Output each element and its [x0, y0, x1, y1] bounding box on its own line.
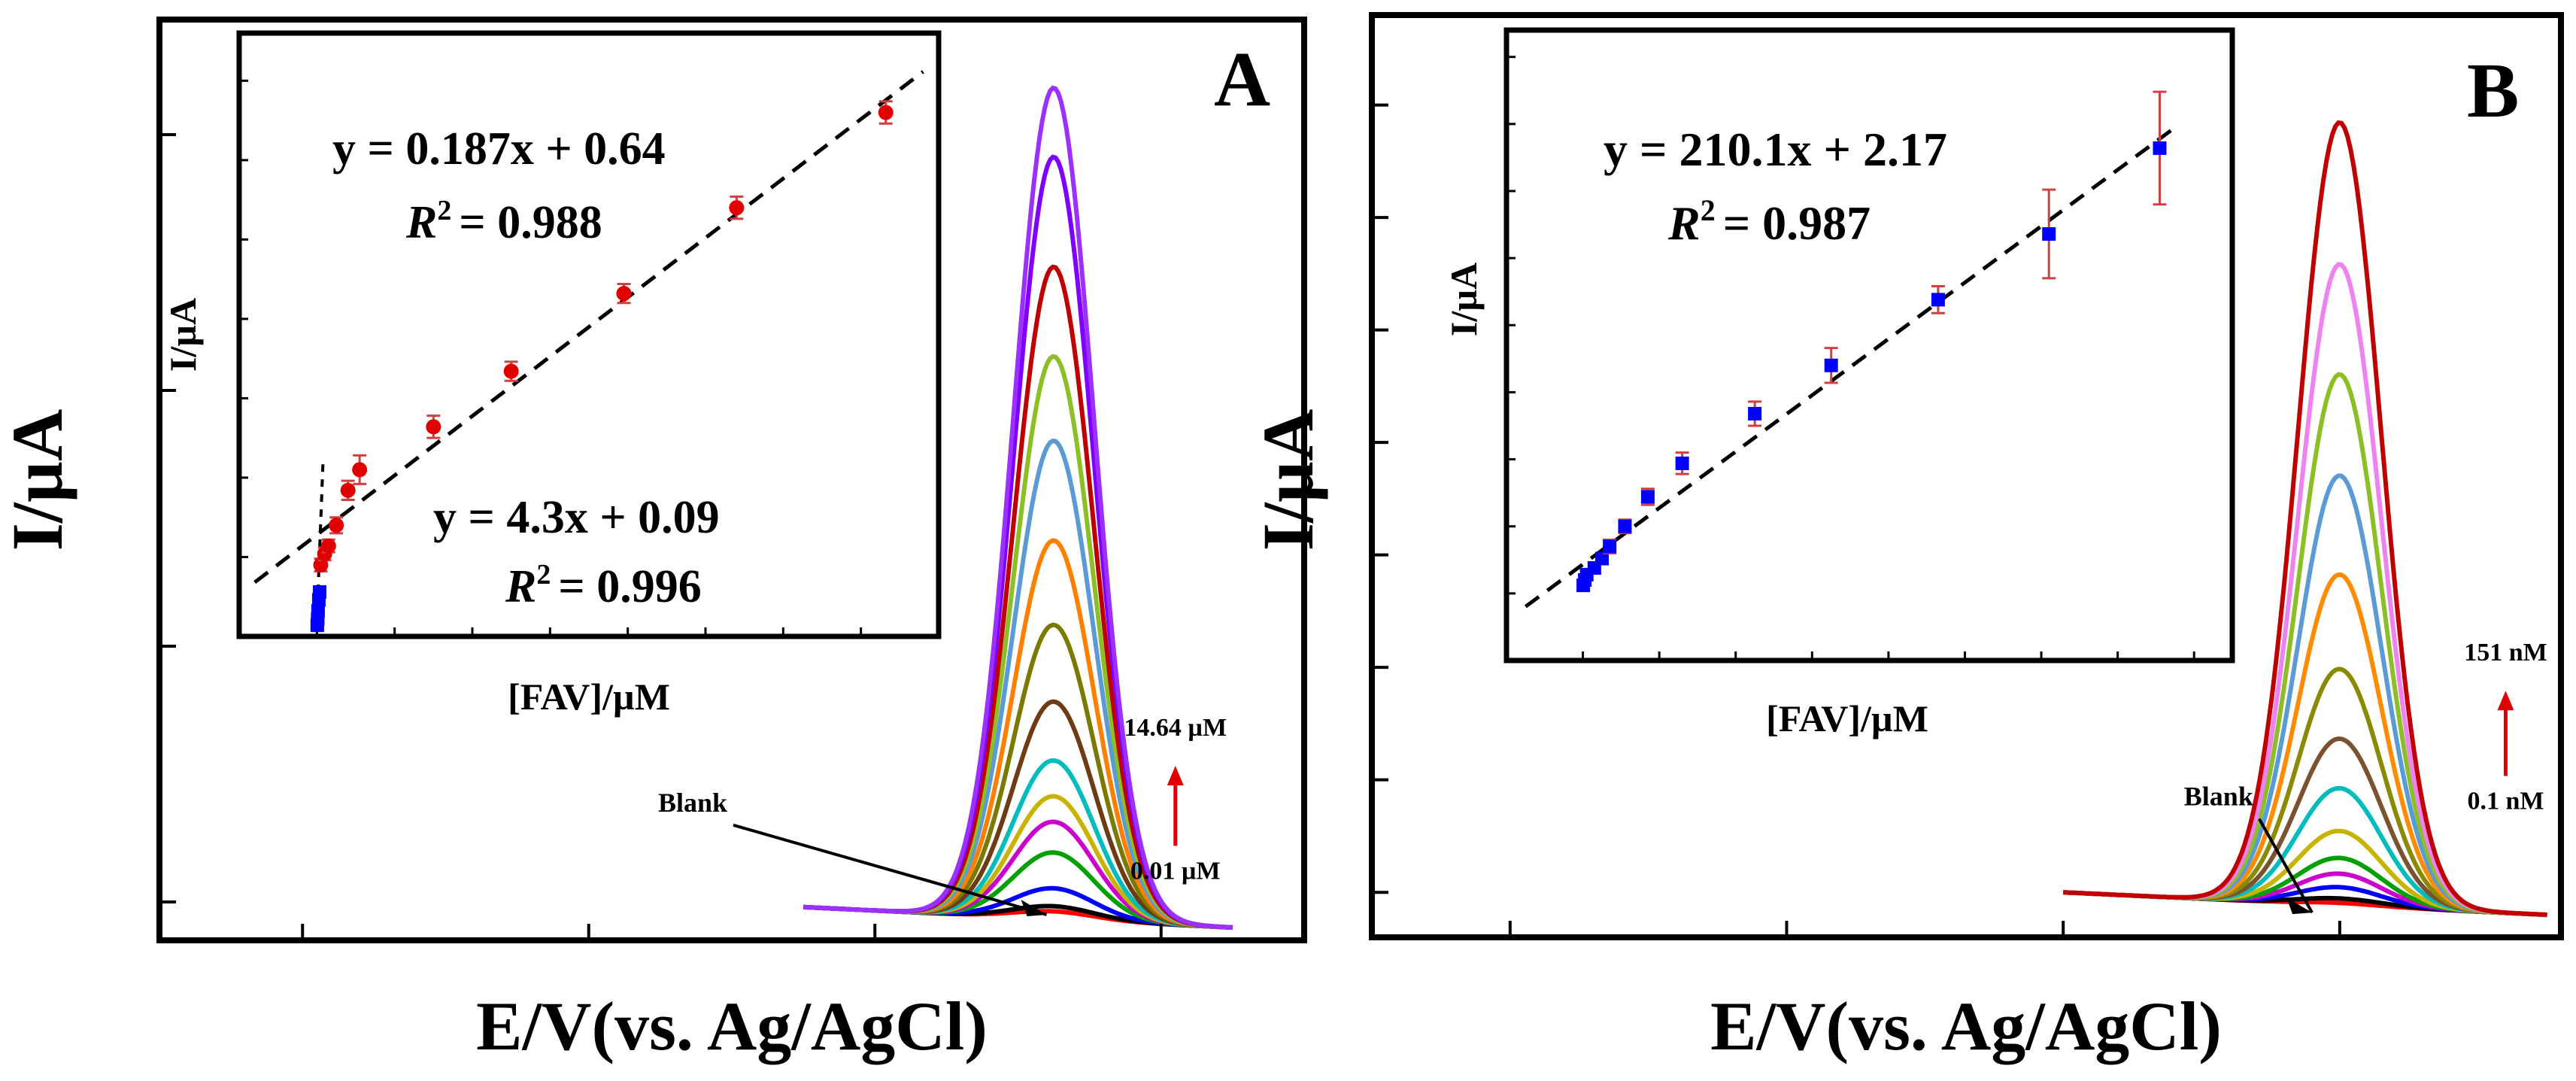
panel-a-curves — [803, 85, 1233, 930]
panel-a-ylabel: I/µA — [0, 409, 77, 551]
panel-a-label: A — [1214, 36, 1270, 123]
panel-a-xlabel: E/V(vs. Ag/AgCl) — [476, 988, 988, 1064]
panel-a-fit2-r2: R2 = 0.996 — [505, 559, 702, 612]
fit-line-low-range — [315, 461, 325, 623]
panel-a-axes — [159, 133, 1163, 940]
data-point — [1640, 490, 1655, 504]
data-point — [616, 286, 632, 302]
panel-b-axes — [1372, 103, 2341, 937]
panel-a-inset-axes — [238, 79, 940, 638]
panel-b-inset-ylabel: I/µA — [1443, 263, 1485, 336]
data-point — [340, 482, 356, 498]
r2-superscript: 2 — [437, 195, 451, 226]
panel-a-inset-plot — [253, 70, 924, 633]
blank-arrowhead — [1021, 900, 1047, 916]
panel-a-blank-label: Blank — [658, 788, 727, 818]
panel-a-fit1-equation: y = 0.187x + 0.64 — [332, 123, 666, 175]
panel-a-inset-xlabel: [FAV]/µM — [508, 676, 670, 718]
panel-b-blank-label: Blank — [2184, 782, 2253, 812]
panel-b-inset-frame — [1503, 27, 2235, 663]
data-point — [312, 585, 326, 599]
r2-symbol: R — [505, 561, 536, 612]
r2-symbol: R — [1667, 196, 1701, 250]
data-point — [1931, 293, 1945, 307]
r2-value: = 0.987 — [1723, 196, 1871, 250]
panel-a-fit2-equation: y = 4.3x + 0.09 — [433, 492, 720, 543]
panel-a-fit1-r2: R2 = 0.988 — [405, 195, 602, 248]
data-point — [426, 419, 441, 435]
panel-b: B E/V(vs. Ag/AgCl) I/µA Blank 151 nM 0.1… — [1248, 12, 2564, 1064]
panel-b-fit-r2: R2 = 0.987 — [1667, 193, 1871, 250]
panel-a-bottom-concentration: 0.01 µM — [1130, 857, 1221, 885]
panel-b-frame — [1369, 12, 2564, 940]
data-point — [503, 363, 519, 379]
blank-arrowhead — [2286, 897, 2313, 915]
data-point — [1603, 539, 1617, 554]
panel-b-label: B — [2467, 47, 2519, 134]
panel-b-inset-plot — [1524, 90, 2177, 609]
r2-superscript: 2 — [536, 559, 551, 591]
panel-b-bottom-concentration: 0.1 nM — [2467, 788, 2544, 815]
panel-a-inset-frame — [236, 30, 942, 639]
data-point — [352, 462, 368, 478]
data-point — [1618, 519, 1632, 533]
data-point — [320, 538, 336, 554]
panel-a: A E/V(vs. Ag/AgCl) I/µA Blank 14.64 µM 0… — [0, 17, 1307, 1064]
blank-arrow-line — [733, 823, 1048, 916]
data-point — [878, 105, 894, 120]
r2-value: = 0.996 — [558, 561, 701, 612]
data-point — [2153, 141, 2167, 155]
panel-b-inset-xlabel: [FAV]/µM — [1766, 697, 1928, 739]
dpv-curve — [803, 85, 1233, 930]
panel-b-fit-equation: y = 210.1x + 2.17 — [1604, 123, 1947, 176]
data-point — [329, 518, 344, 533]
concentration-arrowhead — [1167, 766, 1184, 785]
data-point — [1824, 358, 1838, 372]
data-point — [1748, 406, 1762, 421]
panel-a-annotations: Blank 14.64 µM 0.01 µM — [658, 714, 1227, 916]
r2-value: = 0.988 — [459, 197, 602, 248]
data-point — [729, 200, 745, 216]
concentration-arrowhead — [2497, 691, 2514, 711]
panel-b-top-concentration: 151 nM — [2464, 639, 2547, 667]
panel-a-frame — [156, 17, 1307, 943]
data-point — [2042, 227, 2056, 241]
data-point — [1675, 456, 1689, 470]
blank-arrow-line — [2258, 818, 2314, 914]
panel-b-annotations: Blank 151 nM 0.1 nM — [2184, 639, 2547, 915]
panel-b-xlabel: E/V(vs. Ag/AgCl) — [1710, 988, 2222, 1064]
panel-b-inset: [FAV]/µM I/µA y = 210.1x + 2.17 R2 = 0.98… — [1443, 27, 2235, 739]
panel-a-inset-ylabel: I/µA — [162, 298, 204, 372]
dpv-curve — [2063, 120, 2547, 918]
r2-superscript: 2 — [1701, 193, 1716, 227]
fit-line — [253, 70, 924, 585]
panel-a-top-concentration: 14.64 µM — [1124, 714, 1227, 742]
data-point — [311, 604, 325, 618]
panel-b-ylabel: I/µA — [1248, 409, 1328, 551]
data-point — [1594, 551, 1609, 566]
panel-b-inset-axes — [1505, 56, 2195, 662]
panel-a-inset: [FAV]/µM I/µA y = 0.187x + 0.64 R2 = 0.98… — [162, 30, 942, 718]
r2-symbol: R — [405, 197, 437, 248]
